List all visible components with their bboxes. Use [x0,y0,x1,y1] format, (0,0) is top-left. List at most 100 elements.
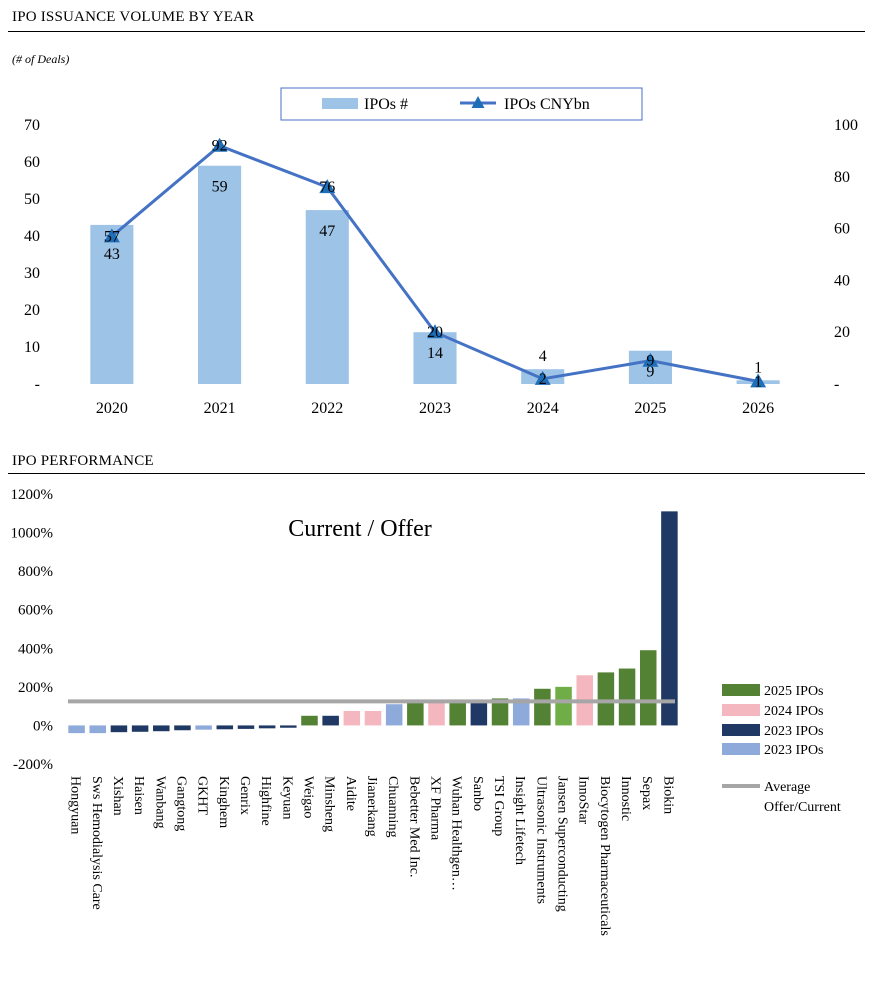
cnybn-marker [103,228,120,243]
company-axis-label: Kinghem [216,776,231,828]
chart2-legend: 2025 IPOs 2024 IPOs 2023 IPOs 2023 IPOs Aver… [722,684,841,815]
right-axis-tick: 20 [834,324,850,341]
company-performance-bar [364,710,382,726]
left-axis-tick: 60 [24,154,40,171]
legend-average-label: Average [764,780,810,795]
left-axis-tick: 30 [24,265,40,282]
legend-bar-label: IPOs # [364,96,408,113]
ipo-count-bar [305,210,349,384]
company-performance-bar [470,701,488,726]
chart1-legend: IPOs # IPOs CNYbn [280,87,643,121]
company-axis-label: Sws Hemodialysis Care [89,776,104,910]
year-axis-label: 2025 [634,400,666,417]
company-axis-label: Jansen Superconducting [555,776,570,912]
company-performance-bar [216,725,234,730]
company-axis-label: GKHT [195,776,210,815]
company-performance-bar [428,702,445,726]
company-performance-bar [385,704,403,726]
right-axis-tick: - [834,376,839,393]
cnybn-label: 1 [754,373,762,390]
performance-chart-title: Current / Offer [288,516,432,542]
chart1-section-title: IPO ISSUANCE VOLUME BY YEAR [12,9,255,25]
performance-axis-tick: 800% [18,564,53,580]
company-performance-bar [174,725,191,731]
legend-label: 2024 IPOs [764,704,824,719]
company-performance-bar [68,725,85,734]
company-performance-bar [597,672,615,726]
company-axis-label: Ultrasonic Instruments [533,776,548,904]
company-performance-bar [322,715,339,726]
company-axis-label: Minsheng [322,776,337,832]
legend-bar-swatch [322,98,358,109]
ipo-count-label: 4 [539,348,547,365]
performance-axis-tick: -200% [13,757,53,773]
performance-axis-tick: 600% [18,603,53,619]
company-performance-bar [534,688,551,726]
legend-average-label-cont: Offer/Current [764,800,841,815]
company-axis-label: Biokin [660,776,675,814]
company-performance-bar [153,725,170,732]
company-axis-label: Sanbo [470,776,485,811]
company-axis-label: Biocytogen Pharmaceuticals [597,776,612,936]
ipo-count-label: 43 [104,246,120,263]
company-performance-bar [280,725,297,728]
year-axis-label: 2026 [742,400,774,417]
legend-swatch [722,704,760,716]
legend-swatch [722,724,760,736]
chart2-section-title: IPO PERFORMANCE [12,453,154,469]
left-axis-tick: 50 [24,191,40,208]
company-axis-label: Wuhan Healthgen… [449,776,464,891]
left-axis-tick: 70 [24,117,40,134]
right-axis-tick: 80 [834,169,850,186]
cnybn-marker [427,324,443,339]
ipo-count-label: 14 [427,345,443,362]
issuance-chart: - 10 20 30 40 50 60 70 - 20 40 60 80 100 43 59 47 14 4 9 1… [24,87,858,417]
cnybn-label: 2 [539,371,547,388]
legend-label: 2023 IPOs [764,724,824,739]
left-axis-tick: - [35,376,40,393]
company-axis-label: Jianerkang [364,776,379,837]
company-performance-bar [512,698,530,726]
legend-triangle-marker [471,96,485,108]
ipo-count-label: 1 [754,359,762,376]
company-axis-label: Aidite [343,776,358,811]
company-performance-bar [110,725,128,733]
year-axis-label: 2020 [96,400,128,417]
company-performance-bar [237,725,255,729]
company-axis-label: Haisen [131,776,146,815]
legend-line-label: IPOs CNYbn [504,96,590,113]
legend-swatch [722,684,760,696]
company-axis-label: Hongyuan [68,776,83,834]
company-performance-bar [449,701,466,726]
company-performance-bar [301,715,318,726]
year-axis-label: 2023 [419,400,451,417]
cnybn-marker [211,137,228,152]
company-axis-label: Sepax [639,776,654,810]
ipo-count-bar [413,332,457,384]
left-axis-tick: 40 [24,228,40,245]
chart2-divider [8,473,865,474]
company-axis-label: Keyuan [279,776,294,820]
performance-axis-tick: 200% [18,680,53,696]
company-performance-bar [661,511,678,726]
company-performance-bar [639,650,657,726]
company-performance-bar [258,725,276,729]
company-performance-bar [555,686,572,726]
company-axis-label: InnoStar [576,776,591,825]
year-axis-label: 2021 [204,400,236,417]
company-performance-bar [89,725,107,734]
cnybn-label: 57 [104,228,120,245]
legend-label: 2025 IPOs [764,684,824,699]
cnybn-label: 9 [646,353,654,370]
company-performance-bar [195,725,212,730]
legend-swatch [722,743,760,755]
ipo-count-bar [198,165,242,384]
company-axis-label: Xishan [110,776,125,816]
company-axis-label: Innostic [618,776,633,821]
performance-axis-tick: 1000% [11,526,54,542]
company-axis-label: Genrix [237,776,252,815]
cnybn-marker [750,373,767,388]
performance-axis-tick: 400% [18,641,53,657]
left-axis-tick: 10 [24,339,40,356]
